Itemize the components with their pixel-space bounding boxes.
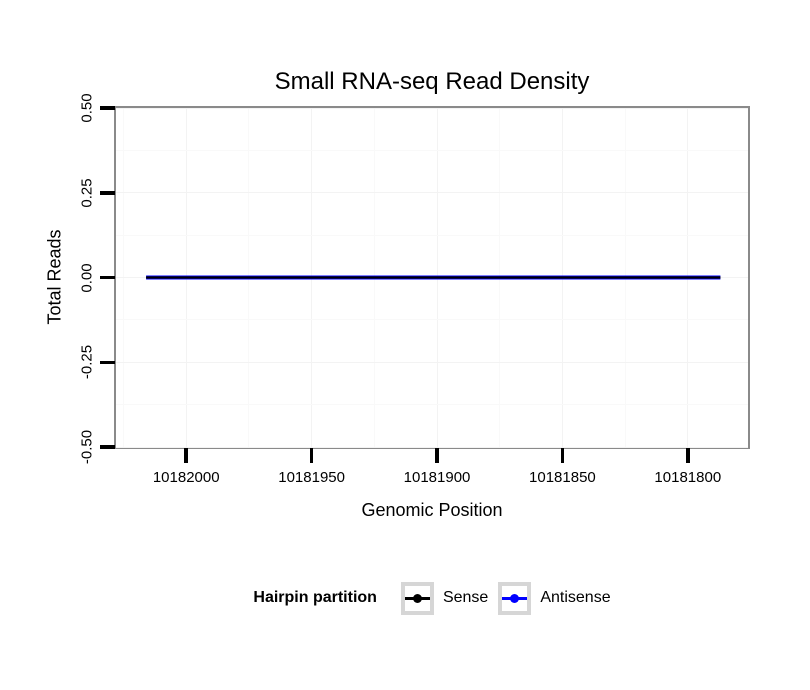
x-tick-label: 10181900 [403, 469, 471, 486]
gridline-major-horizontal [116, 192, 748, 194]
legend-entries: Sense Antisense [391, 581, 611, 615]
y-tick-label: 0.50 [78, 93, 96, 123]
x-tick-mark [184, 448, 188, 463]
x-tick-mark [309, 448, 314, 463]
legend-key-glyph [502, 593, 528, 603]
gridline-minor-horizontal [116, 319, 748, 321]
gridline-minor-horizontal [116, 149, 748, 151]
legend-label: Sense [442, 589, 489, 606]
y-tick-mark [100, 275, 115, 280]
legend: Hairpin partition Sense Antisense [114, 578, 750, 618]
plot-panel [114, 106, 750, 449]
legend-entry-sense: Sense [400, 581, 489, 615]
y-axis-label: Total Reads [44, 229, 65, 325]
y-tick-label: -0.50 [78, 429, 96, 465]
gridline-major-horizontal [116, 361, 748, 363]
legend-entry-antisense: Antisense [498, 581, 611, 615]
data-series-layer [146, 275, 721, 280]
y-tick-mark [100, 445, 115, 449]
x-tick-mark [435, 448, 439, 463]
legend-key-antisense [498, 581, 532, 615]
y-tick-label: 0.00 [78, 262, 96, 293]
legend-label: Antisense [540, 589, 611, 606]
x-tick-label: 10181950 [278, 469, 345, 486]
legend-key-sense [400, 581, 434, 615]
gridline-minor-horizontal [116, 404, 748, 406]
y-tick-label: 0.25 [78, 178, 96, 208]
legend-title: Hairpin partition [253, 589, 377, 606]
x-tick-mark [560, 448, 565, 463]
legend-key-glyph [404, 593, 430, 603]
x-tick-mark [686, 448, 690, 463]
y-tick-mark [100, 360, 115, 364]
chart-title: Small RNA-seq Read Density [274, 68, 590, 95]
y-tick-mark [100, 106, 115, 110]
gridline-major-horizontal [116, 107, 748, 109]
x-tick-label: 10182000 [152, 469, 220, 486]
x-tick-label: 10181800 [654, 469, 722, 486]
gridline-major-horizontal [116, 446, 748, 448]
y-tick-label: -0.25 [78, 345, 96, 380]
y-tick-mark [100, 191, 115, 195]
x-tick-label: 10181850 [529, 469, 596, 486]
x-axis-label: Genomic Position [361, 500, 503, 520]
gridline-minor-horizontal [116, 234, 748, 236]
